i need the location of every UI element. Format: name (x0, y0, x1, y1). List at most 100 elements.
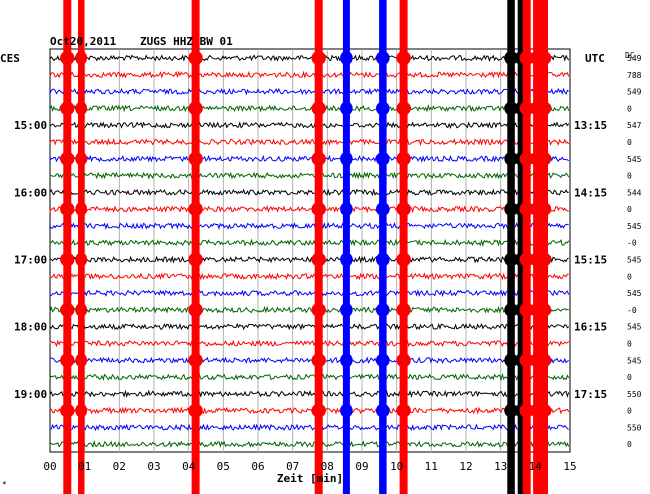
event-spike-burst (311, 202, 326, 217)
left-hour-label: 19:00 (14, 388, 47, 401)
event-spike-burst (311, 151, 326, 166)
trace-line (49, 423, 569, 432)
event-spike-burst (376, 353, 390, 368)
event-spike-burst (376, 202, 390, 217)
corner-mark: * (2, 480, 7, 489)
event-spike-burst (188, 302, 203, 317)
event-spike-burst (188, 252, 203, 267)
event-spike-burst (188, 51, 203, 65)
left-hour-label: 15:00 (14, 119, 47, 132)
event-spike-burst (60, 151, 75, 166)
dc-header-label: DC (625, 51, 635, 60)
x-tick-label: 01 (78, 460, 91, 473)
event-spike-burst (376, 51, 390, 65)
event-spike-burst (75, 302, 88, 317)
event-spike (399, 0, 408, 494)
plot-grid (49, 48, 571, 453)
event-spike-burst (340, 101, 353, 116)
event-spike-burst (60, 302, 75, 317)
event-spike-burst (311, 51, 326, 65)
dc-value: 0 (627, 104, 632, 113)
trace-line (49, 154, 570, 163)
left-hour-label: 18:00 (14, 321, 47, 334)
dc-value: 550 (627, 423, 642, 432)
x-tick-label: 06 (251, 460, 264, 473)
event-spike-burst (60, 202, 75, 217)
trace-line (49, 121, 570, 130)
event-spike-burst (75, 403, 88, 418)
event-spike-burst (504, 101, 518, 116)
event-spike-burst (519, 302, 534, 317)
chart-station-label: ZUGS HHZ BW 01 (140, 35, 233, 48)
event-spike-burst (396, 302, 411, 317)
event-spike (540, 0, 548, 494)
trace-line (49, 171, 570, 180)
event-spike-burst (60, 101, 75, 116)
trace-line (49, 356, 569, 364)
x-tick-label: 10 (390, 460, 403, 473)
event-spike-burst (504, 252, 518, 267)
event-spike-burst (519, 101, 534, 116)
trace-line (49, 221, 569, 231)
event-spike-burst (396, 252, 411, 267)
event-spike-burst (536, 302, 552, 317)
event-spike (379, 0, 387, 494)
event-spike-burst (340, 151, 353, 166)
trace-line (49, 439, 570, 449)
trace-line (49, 406, 570, 415)
trace-line (49, 188, 569, 197)
event-spike-burst (504, 51, 518, 65)
x-tick-label: 15 (563, 460, 576, 473)
dc-value: 545 (627, 356, 642, 365)
right-hour-labels: 13:15 14:15 15:15 16:15 17:15 (574, 119, 607, 401)
x-tick-label: 13 (494, 460, 507, 473)
event-spike (342, 0, 350, 494)
event-spike (191, 0, 200, 494)
x-tick-label: 12 (459, 460, 472, 473)
event-spike-burst (504, 302, 518, 317)
event-spike-burst (311, 302, 326, 317)
dc-value: 0 (627, 373, 632, 382)
x-tick-labels: 00 01 02 03 04 05 06 07 08 09 10 11 12 13 14 15 (43, 460, 576, 473)
trace-line (49, 205, 569, 214)
event-spike-burst (188, 403, 203, 418)
x-tick-label: 05 (217, 460, 230, 473)
x-tick-label: 09 (355, 460, 368, 473)
event-spike-burst (376, 101, 390, 116)
event-spike-burst (340, 302, 353, 317)
x-tick-label: 03 (147, 460, 160, 473)
event-spike-burst (504, 353, 518, 368)
event-spike-burst (188, 353, 203, 368)
dc-value: 549 (627, 54, 642, 63)
x-tick-label: 07 (286, 460, 299, 473)
left-hour-label: 16:00 (14, 186, 47, 199)
event-spike-burst (75, 353, 88, 368)
event-spike-burst (311, 403, 326, 418)
event-spike-burst (340, 403, 353, 418)
right-hour-label: 16:15 (574, 321, 607, 334)
trace-line (49, 137, 570, 147)
trace-line (49, 305, 569, 314)
dc-value: 545 (627, 289, 642, 298)
trace-line (49, 238, 570, 247)
event-spike-burst (519, 151, 534, 166)
dc-value: 0 (627, 138, 632, 147)
event-spike (63, 0, 72, 494)
right-timezone-label: UTC (585, 52, 605, 65)
x-tick-label: 08 (321, 460, 334, 473)
event-spike-burst (376, 151, 390, 166)
seismic-traces (49, 54, 570, 449)
event-spike-burst (60, 252, 75, 267)
dc-value: -0 (627, 306, 637, 315)
trace-line (49, 70, 570, 79)
dc-value: 0 (627, 205, 632, 214)
right-hour-label: 13:15 (574, 119, 607, 132)
dc-value: 544 (627, 188, 642, 197)
dc-value: 550 (627, 390, 642, 399)
event-spike-burst (396, 151, 411, 166)
event-spike-burst (75, 51, 88, 65)
dc-value: 0 (627, 440, 632, 449)
x-tick-label: 04 (182, 460, 196, 473)
event-spike-burst (376, 252, 390, 267)
